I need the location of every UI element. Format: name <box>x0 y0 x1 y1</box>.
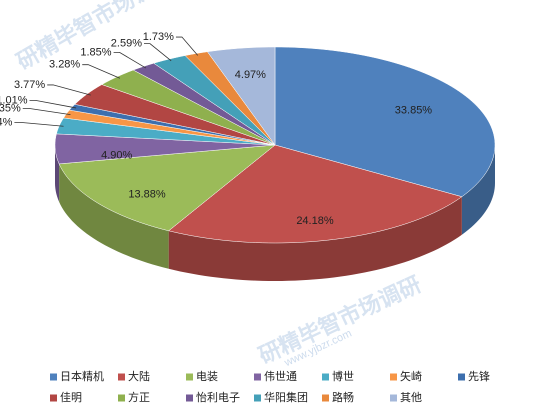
leader-line <box>47 84 91 96</box>
legend-label: 路畅 <box>332 390 354 404</box>
slice <box>206 46 276 146</box>
data-label: 2.64% <box>0 116 13 128</box>
data-label: 4.90% <box>101 150 132 162</box>
data-label: 2.59% <box>111 38 142 50</box>
slice-side <box>55 145 60 202</box>
data-label: 24.18% <box>296 215 334 227</box>
legend-swatch <box>322 394 329 402</box>
legend-swatch <box>390 394 397 402</box>
leader-line <box>175 36 199 56</box>
slice <box>168 144 463 244</box>
leader-line <box>14 122 64 127</box>
pie: 33.85% 24.18% 13.88% 4.90% 2.64% 1.35%1.01% 3.… <box>0 31 496 281</box>
legend-swatch <box>390 373 397 381</box>
data-label: 1.73% <box>143 31 174 43</box>
legend-label: 矢崎 <box>400 369 422 383</box>
data-label: 33.85% <box>395 105 433 117</box>
data-label: 1.85% <box>80 46 111 58</box>
legend-swatch <box>50 394 57 402</box>
legend-label: 日本精机 <box>60 369 104 383</box>
legend-swatch <box>458 373 465 381</box>
slice <box>54 133 276 165</box>
data-label: 3.28% <box>49 59 80 71</box>
slice-side <box>461 145 495 235</box>
leader-line <box>29 99 77 109</box>
slice-side <box>59 163 169 269</box>
leader-line <box>82 64 121 79</box>
legend-swatch <box>186 373 193 381</box>
legend-label: 电装 <box>196 370 218 383</box>
legend-label: 伟世通 <box>264 370 297 383</box>
legend-swatch <box>50 373 57 381</box>
leader-line <box>113 51 147 69</box>
watermark: 研精毕智市场调研 <box>255 271 425 368</box>
leader-line <box>22 108 71 116</box>
data-label: 4.97% <box>235 69 266 81</box>
slice <box>58 144 276 232</box>
data-label: 1.35% <box>0 102 21 114</box>
legend-label: 华阳集团 <box>264 390 308 404</box>
data-label: 1.01% <box>0 94 28 106</box>
legend-swatch <box>322 373 329 381</box>
legend-label: 方正 <box>128 390 150 404</box>
legend-label: 其他 <box>400 391 422 404</box>
legend-swatch <box>118 373 125 381</box>
legend-swatch <box>254 373 261 381</box>
slice-side <box>168 196 462 281</box>
legend-label: 大陆 <box>128 369 150 383</box>
legend-swatch <box>254 394 261 402</box>
leader-line <box>144 43 172 62</box>
legend-swatch <box>186 394 193 402</box>
data-label: 3.77% <box>14 79 45 91</box>
legend-label: 先锋 <box>468 370 490 383</box>
legend-label: 佳明 <box>60 390 82 404</box>
legend-label: 怡利电子 <box>196 390 240 404</box>
legend-label: 博世 <box>332 370 354 383</box>
data-label: 13.88% <box>128 188 166 200</box>
legend-swatch <box>118 394 125 402</box>
slice <box>274 46 496 198</box>
